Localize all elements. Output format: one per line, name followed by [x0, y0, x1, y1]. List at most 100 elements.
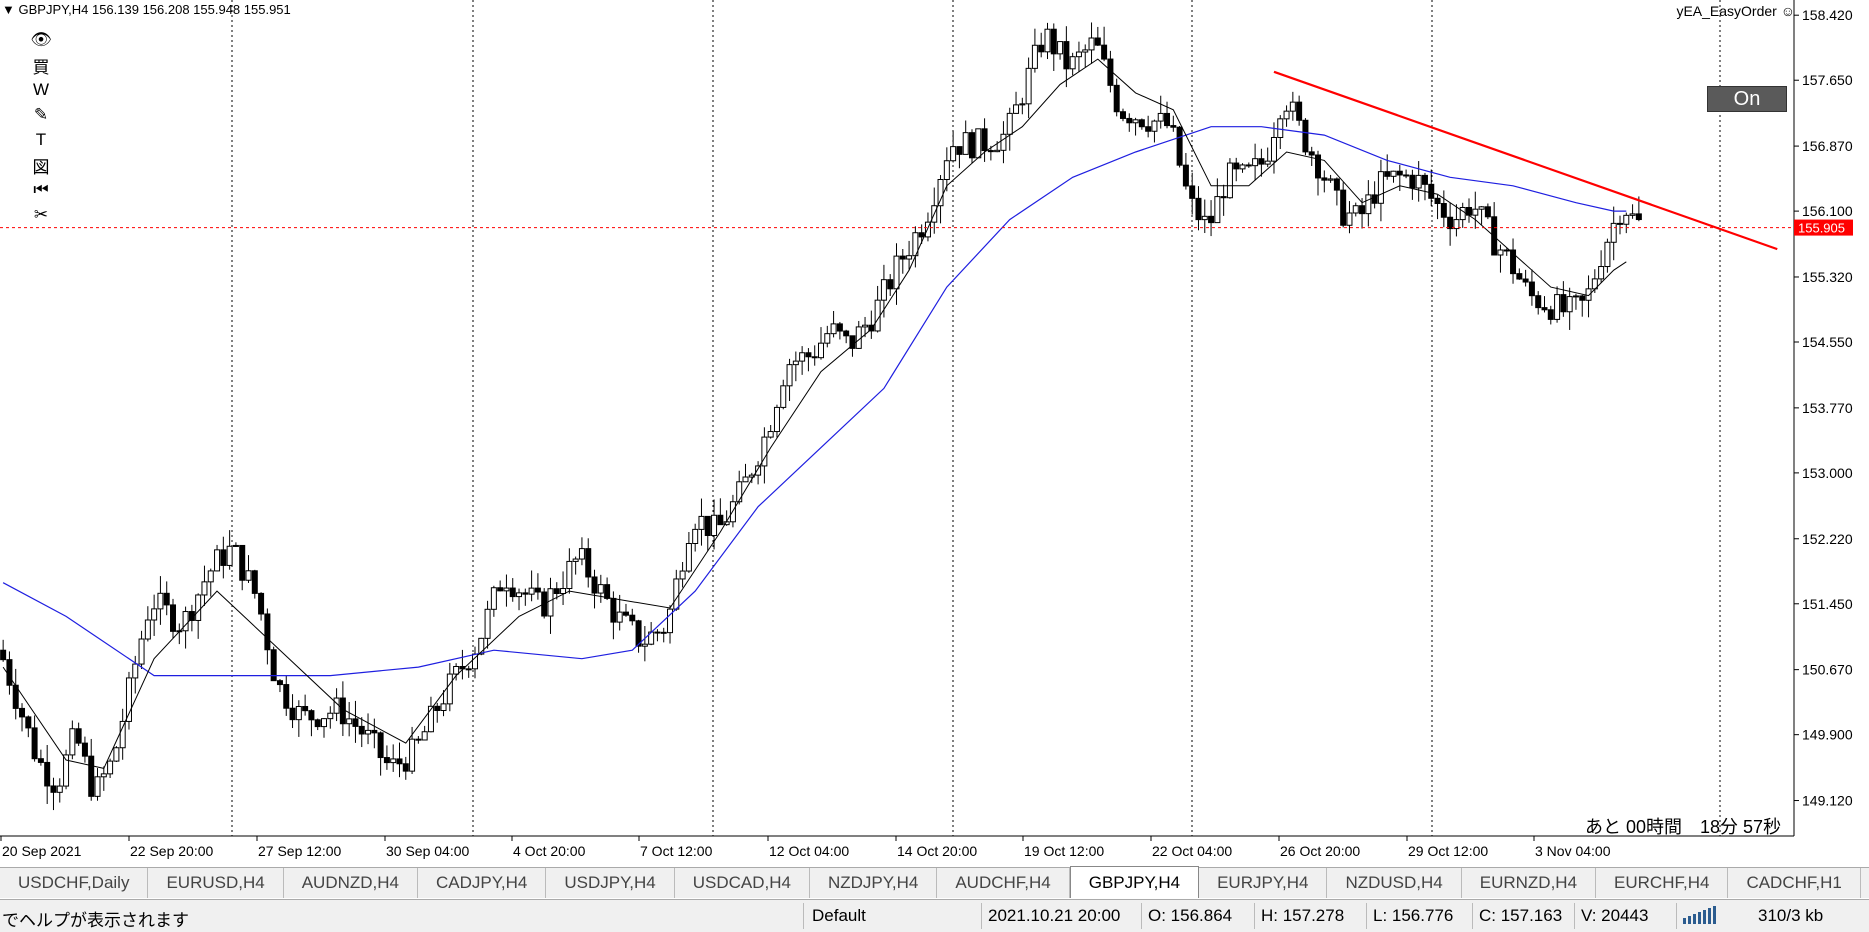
candle-body — [1346, 212, 1353, 226]
candle-body — [968, 132, 975, 159]
candle-body — [1101, 44, 1108, 60]
candle-body — [1038, 44, 1045, 53]
tab-cadjpy-h4[interactable]: CADJPY,H4 — [418, 868, 547, 898]
candle-body — [1428, 183, 1435, 199]
candle-body — [119, 720, 126, 749]
tab-eurnzd-h4[interactable]: EURNZD,H4 — [1462, 868, 1597, 898]
tab-eurusd-h4[interactable]: EURUSD,H4 — [148, 868, 284, 898]
tab-usdcad-h4[interactable]: USDCAD,H4 — [675, 868, 810, 898]
tab-eurjpy-h4[interactable]: EURJPY,H4 — [1199, 868, 1328, 898]
candle-body — [1270, 136, 1277, 162]
tab-nzdusd-h4[interactable]: NZDUSD,H4 — [1327, 868, 1462, 898]
candle-body — [1195, 197, 1202, 221]
tab-cadchf-h1[interactable]: CADCHF,H1 — [1728, 868, 1861, 898]
x-tick-label: 19 Oct 12:00 — [1024, 843, 1104, 859]
candle-body — [1220, 196, 1227, 199]
candle-body — [1126, 117, 1133, 124]
y-tick-label: 156.100 — [1802, 203, 1853, 219]
candle-body — [63, 754, 70, 787]
candle-body — [1421, 174, 1428, 185]
pencil-icon[interactable]: ✎ — [33, 105, 49, 124]
candle-body — [465, 668, 472, 671]
candle-body — [207, 570, 214, 583]
candle-body — [383, 757, 390, 764]
candle-body — [503, 587, 510, 592]
x-tick-label: 14 Oct 20:00 — [897, 843, 977, 859]
candle-body — [874, 299, 881, 332]
candle-body — [1616, 222, 1623, 225]
tab-scroll-arrows-icon[interactable]: ◀ ▶ — [1861, 868, 1869, 898]
candle-body — [1415, 174, 1422, 189]
tab-eurchf-h4[interactable]: EURCHF,H4 — [1596, 868, 1729, 898]
candle-body — [37, 758, 44, 763]
candle-body — [836, 323, 843, 332]
candle-body — [1598, 266, 1605, 280]
candle-body — [427, 705, 434, 733]
candle-body — [516, 592, 523, 598]
candle-body — [377, 732, 384, 759]
candle-body — [478, 637, 485, 655]
candle-body — [522, 592, 529, 595]
candle-body — [975, 128, 982, 159]
candle-body — [1176, 126, 1183, 166]
candle-body — [276, 680, 283, 686]
candle-body — [1585, 288, 1592, 301]
candle-body — [1208, 215, 1215, 224]
candle-body — [591, 576, 598, 594]
x-tick-label: 27 Sep 12:00 — [258, 843, 342, 859]
candle-body — [1377, 171, 1384, 204]
dropdown-triangle-icon[interactable]: ▼ — [2, 2, 15, 17]
candle-body — [755, 465, 762, 476]
candle-body — [849, 335, 856, 349]
candle-body — [100, 773, 107, 778]
candle-body — [509, 587, 516, 598]
candle-body — [107, 760, 114, 775]
y-tick-label: 155.320 — [1802, 269, 1853, 285]
candle-body — [1396, 170, 1403, 176]
candle-body — [1447, 216, 1454, 230]
tab-audchf-h4[interactable]: AUDCHF,H4 — [937, 868, 1070, 898]
current-price-label: 155.905 — [1794, 219, 1853, 236]
candle-body — [1138, 119, 1145, 128]
candle-body — [1006, 112, 1013, 135]
x-tick-label: 20 Sep 2021 — [2, 843, 82, 859]
tab-gbpjpy-h4[interactable]: GBPJPY,H4 — [1069, 866, 1200, 898]
price-chart[interactable]: 158.420 157.650 156.870 156.100 155.320 154.5… — [0, 0, 1869, 866]
candle-body — [736, 481, 743, 503]
candle-body — [138, 638, 145, 665]
rewind-icon[interactable]: ⏮ — [33, 180, 49, 199]
scissors-icon[interactable]: ✂ — [33, 205, 49, 224]
tab-audnzd-h4[interactable]: AUDNZD,H4 — [284, 868, 419, 898]
candle-body — [1572, 295, 1579, 298]
candle-body — [1151, 120, 1158, 132]
text-icon[interactable]: T — [35, 130, 47, 149]
x-tick-label: 22 Sep 20:00 — [130, 843, 214, 859]
candle-body — [1566, 296, 1573, 313]
status-bar: でヘルプが表示されます Default 2021.10.21 20:00 O: … — [0, 899, 1869, 932]
tab-usdchf-daily[interactable]: USDCHF,Daily — [0, 868, 149, 898]
candle-body — [195, 594, 202, 621]
y-tick-label: 152.220 — [1802, 531, 1853, 547]
on-button[interactable]: On — [1707, 86, 1787, 112]
candle-body — [585, 548, 592, 578]
candle-body — [899, 255, 906, 260]
eye-icon[interactable]: 👁 — [30, 30, 52, 49]
tab-nzdjpy-h4[interactable]: NZDJPY,H4 — [810, 868, 938, 898]
buy-icon[interactable]: 買 — [32, 57, 50, 77]
candle-body — [1201, 215, 1208, 221]
w-icon[interactable]: W — [32, 80, 50, 99]
tab-usdjpy-h4[interactable]: USDJPY,H4 — [546, 868, 675, 898]
candle-body — [1000, 133, 1007, 151]
candle-body — [572, 558, 579, 562]
ea-name: yEA_EasyOrder ☺ — [1676, 3, 1795, 19]
candle-body — [1132, 119, 1139, 124]
grid-icon[interactable]: 図 — [32, 157, 50, 177]
status-low: L: 156.776 — [1373, 906, 1454, 925]
candle-body — [1145, 126, 1152, 132]
candle-body — [855, 326, 862, 349]
candle-body — [547, 588, 554, 617]
candle-body — [956, 146, 963, 155]
candle-body — [1333, 178, 1340, 191]
candle-body — [339, 697, 346, 725]
y-tick-label: 151.450 — [1802, 596, 1853, 612]
